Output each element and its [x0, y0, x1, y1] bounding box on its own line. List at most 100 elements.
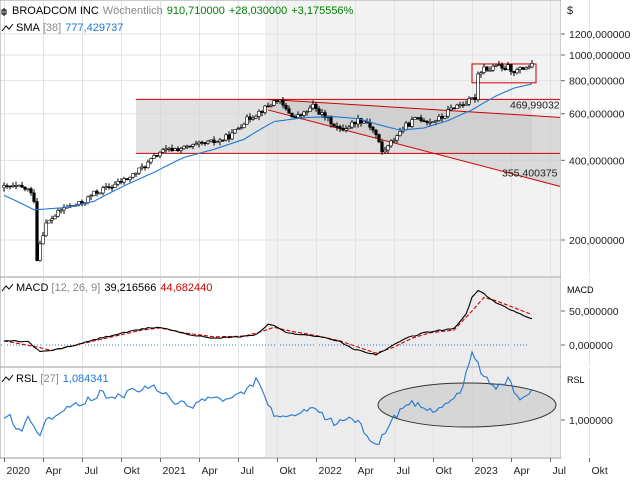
candle-body — [200, 141, 204, 144]
candle-body — [416, 117, 420, 119]
candle-body — [167, 147, 171, 150]
candle-body — [353, 121, 357, 125]
rsl-period: [27] — [40, 373, 58, 385]
x-tick-label: Okt — [124, 465, 140, 477]
candle-body — [140, 166, 144, 169]
candle-body — [308, 107, 312, 112]
candle-body — [284, 104, 288, 110]
instrument-name: BROADCOM INC — [12, 5, 99, 17]
candle-body — [224, 134, 228, 141]
candle-body — [497, 64, 501, 67]
price-change-pct: +3,175556% — [291, 5, 353, 17]
right-axis-bg — [561, 0, 640, 458]
candle-body — [527, 66, 531, 69]
x-tick-label: Jul — [85, 465, 98, 477]
candle-body — [161, 149, 165, 153]
channel-lower-line — [267, 109, 561, 187]
candle-body — [296, 114, 300, 118]
macd-line — [3, 289, 533, 356]
candle-body — [422, 120, 426, 123]
macd-header: MACD [12, 26, 9] 39,216566 44,682440 MACD — [1, 282, 594, 295]
candle-body — [260, 110, 264, 113]
candle-body — [440, 116, 444, 119]
candle-body — [95, 190, 99, 194]
candle-body — [419, 117, 423, 122]
line-icon — [1, 23, 14, 32]
candle-body — [269, 104, 273, 107]
x-tick-label: 2023 — [475, 465, 499, 477]
candle-body — [89, 195, 93, 198]
candle-icon — [1, 8, 7, 16]
rsl-value: 1,084341 — [63, 373, 109, 385]
candle-body — [530, 63, 534, 68]
candle-body — [479, 72, 483, 75]
candle-body — [344, 128, 348, 131]
price-header: BROADCOM INC Wöchentlich 910,710000 +28,030… — [1, 5, 573, 34]
candle-body — [215, 141, 219, 144]
candle-body — [14, 185, 18, 187]
candle-body — [173, 148, 177, 152]
candle-body — [524, 67, 528, 70]
sma-label: SMA — [16, 22, 41, 34]
candle-body — [116, 181, 120, 185]
candle-body — [503, 67, 507, 70]
candle-body — [485, 66, 489, 71]
x-tick-label: Apr — [46, 465, 63, 477]
candle-body — [515, 69, 519, 74]
line-icon — [1, 283, 14, 292]
candle-body — [437, 116, 441, 121]
candle-body — [305, 111, 309, 113]
candle-body — [221, 139, 225, 142]
candle-body — [377, 134, 381, 143]
candle-body — [287, 108, 291, 114]
candle-body — [182, 145, 186, 150]
candle-body — [302, 111, 306, 116]
candle-body — [131, 173, 135, 178]
candle-body — [521, 67, 525, 70]
candle-body — [2, 185, 6, 189]
axes: 1200,000000 1000,000000 800,000000 600,0000… — [4, 29, 630, 477]
candle-body — [158, 152, 162, 157]
candle-body — [383, 149, 387, 153]
candle-body — [398, 131, 402, 136]
candle-body — [386, 145, 390, 151]
candle-body — [209, 139, 213, 142]
candle-body — [491, 65, 495, 71]
candle-body — [518, 67, 522, 70]
x-tick-label: Okt — [592, 465, 608, 477]
candle-body — [92, 190, 96, 196]
candle-body — [230, 132, 234, 140]
candle-body — [428, 121, 432, 124]
candle-body — [203, 142, 207, 145]
price-tick-label: 1000,000000 — [569, 50, 630, 62]
macd-recent-shade — [265, 278, 560, 366]
candle-body — [272, 100, 276, 106]
candle-body — [431, 121, 435, 123]
candle-body — [146, 161, 150, 168]
candle-body — [500, 64, 504, 69]
candle-body — [149, 158, 153, 163]
candle-body — [476, 73, 480, 100]
candle-body — [329, 116, 333, 125]
rsl-label: RSL — [16, 373, 37, 385]
macd-tick-label: 50,000000 — [569, 306, 619, 318]
price-tick-label: 800,000000 — [569, 76, 625, 88]
candle-body — [380, 141, 384, 153]
candle-body — [107, 186, 111, 188]
price-change: +28,030000 — [229, 5, 287, 17]
candle-body — [362, 121, 366, 124]
rsl-header: RSL [27] 1,084341 RSL — [1, 373, 585, 385]
candle-body — [410, 119, 414, 127]
candle-body — [512, 71, 516, 74]
macd-label: MACD — [16, 282, 48, 294]
candle-body — [473, 97, 477, 100]
candle-body — [185, 145, 189, 148]
candle-body — [17, 184, 21, 187]
candle-body — [152, 155, 156, 159]
candle-body — [155, 155, 159, 157]
candle-body — [125, 178, 129, 180]
candle-body — [320, 112, 324, 115]
x-tick-label: Apr — [514, 465, 531, 477]
candle-body — [98, 192, 102, 195]
